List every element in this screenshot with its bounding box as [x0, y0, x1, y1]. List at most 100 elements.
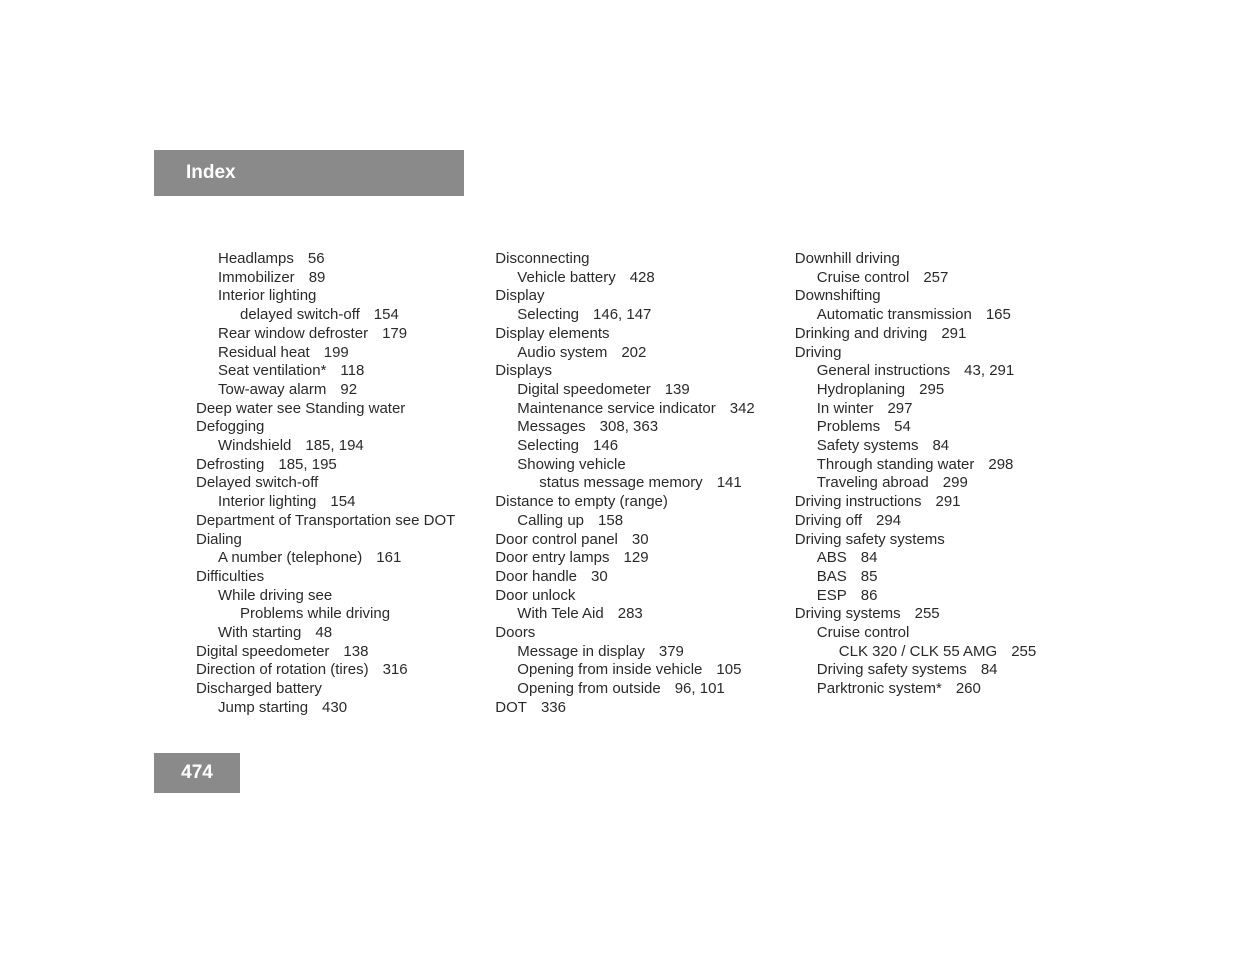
index-entry-text: Door control panel: [495, 531, 618, 548]
index-entry-pages: 291: [935, 493, 960, 510]
index-entry-text: Discharged battery: [196, 680, 322, 697]
index-entry-pages: 146, 147: [593, 306, 651, 323]
index-entry-text: While driving see: [218, 587, 332, 604]
index-entry-text: Tow-away alarm: [218, 381, 326, 398]
index-entry-text: Digital speedometer: [196, 643, 329, 660]
index-entry-text: Driving off: [795, 512, 862, 529]
index-entry: Windshield185, 194: [218, 437, 455, 456]
index-entry-text: Problems while driving: [240, 605, 390, 622]
index-entry-text: With starting: [218, 624, 301, 641]
index-entry: Drinking and driving291: [795, 325, 1036, 344]
index-entry: status message memory141: [539, 474, 754, 493]
index-entry-pages: 161: [376, 549, 401, 566]
index-entry-text: Driving safety systems: [795, 531, 945, 548]
index-entry-text: Door unlock: [495, 587, 575, 604]
index-entry: General instructions 43, 291: [817, 362, 1036, 381]
index-entry: Safety systems84: [817, 437, 1036, 456]
index-entry-text: Vehicle battery: [517, 269, 615, 286]
index-entry-text: Selecting: [517, 306, 579, 323]
index-entry-pages: 89: [309, 269, 326, 286]
index-entry-text: Driving systems: [795, 605, 901, 622]
index-entry-pages: 260: [956, 680, 981, 697]
index-entry: Maintenance service indicator342: [517, 400, 754, 419]
index-entry-text: Door handle: [495, 568, 577, 585]
index-entry-text: ESP: [817, 587, 847, 604]
index-entry: Department of Transportation see DOT: [196, 512, 455, 531]
index-entry: Difficulties: [196, 568, 455, 587]
index-entry-pages: 257: [923, 269, 948, 286]
index-entry: A number (telephone)161: [218, 549, 455, 568]
index-entry: Messages308, 363: [517, 418, 754, 437]
index-entry: Jump starting430: [218, 699, 455, 718]
index-entry: Selecting 146, 147: [517, 306, 754, 325]
index-entry-text: Cruise control: [817, 269, 910, 286]
index-entry-text: Difficulties: [196, 568, 264, 585]
index-entry-text: Disconnecting: [495, 250, 589, 267]
index-entry: Deep water see Standing water: [196, 400, 455, 419]
index-entry-text: Automatic transmission: [817, 306, 972, 323]
index-entry-text: General instructions: [817, 362, 950, 379]
index-entry-pages: 316: [383, 661, 408, 678]
index-entry: Door entry lamps129: [495, 549, 754, 568]
index-entry: Interior lighting154: [218, 493, 455, 512]
index-entry: Problems while driving: [240, 605, 455, 624]
index-entry-pages: 118: [340, 362, 364, 379]
index-entry-pages: 298: [988, 456, 1013, 473]
index-entry: DOT336: [495, 699, 754, 718]
index-entry-text: Department of Transportation see DOT: [196, 512, 455, 529]
index-entry-text: CLK 320 / CLK 55 AMG: [839, 643, 997, 660]
index-entry-text: Headlamps: [218, 250, 294, 267]
index-entry: Selecting146: [517, 437, 754, 456]
index-entry: Driving systems255: [795, 605, 1036, 624]
index-entry: Seat ventilation* 118: [218, 362, 455, 381]
index-entry: Cruise control 257: [817, 269, 1036, 288]
index-entry-text: Messages: [517, 418, 585, 435]
index-entry-text: Driving safety systems: [817, 661, 967, 678]
index-entry-text: Dialing: [196, 531, 242, 548]
index-entry: While driving see: [218, 587, 455, 606]
index-entry: Digital speedometer 138: [196, 643, 455, 662]
index-entry-text: Showing vehicle: [517, 456, 625, 473]
index-entry-text: status message memory: [539, 474, 702, 491]
index-entry-text: Interior lighting: [218, 287, 316, 304]
index-entry: Driving: [795, 344, 1036, 363]
index-entry-pages: 202: [621, 344, 646, 361]
index-entry: Opening from inside vehicle105: [517, 661, 754, 680]
index-entry-pages: 295: [919, 381, 944, 398]
index-entry-text: Defrosting: [196, 456, 264, 473]
index-entry-pages: 379: [659, 643, 684, 660]
index-entry-text: Distance to empty (range): [495, 493, 668, 510]
page-number: 474: [181, 762, 213, 784]
index-entry: Distance to empty (range): [495, 493, 754, 512]
index-entry: Headlamps56: [218, 250, 455, 269]
index-entry: Driving off294: [795, 512, 1036, 531]
index-entry-text: Parktronic system*: [817, 680, 942, 697]
index-entry: Rear window defroster179: [218, 325, 455, 344]
index-entry-pages: 85: [861, 568, 878, 585]
index-entry: Door unlock: [495, 587, 754, 606]
index-column: Headlamps56Immobilizer89Interior lightin…: [196, 250, 455, 718]
index-entry-text: Audio system: [517, 344, 607, 361]
index-entry-text: In winter: [817, 400, 874, 417]
index-entry: Disconnecting: [495, 250, 754, 269]
index-entry-text: Driving: [795, 344, 842, 361]
index-entry: Display: [495, 287, 754, 306]
index-entry: Showing vehicle: [517, 456, 754, 475]
index-entry-text: Displays: [495, 362, 552, 379]
index-entry-pages: 43, 291: [964, 362, 1014, 379]
index-entry: Defogging: [196, 418, 455, 437]
index-entry: delayed switch-off154: [240, 306, 455, 325]
index-entry-pages: 185, 194: [305, 437, 363, 454]
index-entry: Downshifting: [795, 287, 1036, 306]
index-entry-pages: 179: [382, 325, 407, 342]
index-entry-text: ABS: [817, 549, 847, 566]
index-entry: Display elements: [495, 325, 754, 344]
index-entry: Downhill driving: [795, 250, 1036, 269]
index-entry: Driving safety systems84: [817, 661, 1036, 680]
index-entry: Traveling abroad299: [817, 474, 1036, 493]
index-entry: Delayed switch-off: [196, 474, 455, 493]
index-entry-text: Immobilizer: [218, 269, 295, 286]
index-entry: CLK 320 / CLK 55 AMG255: [839, 643, 1036, 662]
index-entry-text: Seat ventilation*: [218, 362, 326, 379]
index-entry-pages: 138: [343, 643, 368, 660]
